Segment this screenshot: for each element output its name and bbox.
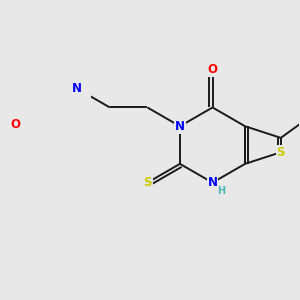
Text: N: N: [208, 176, 218, 189]
Text: N: N: [72, 82, 82, 95]
Text: H: H: [218, 186, 226, 196]
Text: S: S: [277, 146, 285, 159]
Text: S: S: [143, 176, 152, 189]
Text: N: N: [175, 120, 185, 133]
Text: O: O: [11, 118, 20, 131]
Text: O: O: [208, 63, 218, 76]
Text: N: N: [208, 176, 218, 189]
